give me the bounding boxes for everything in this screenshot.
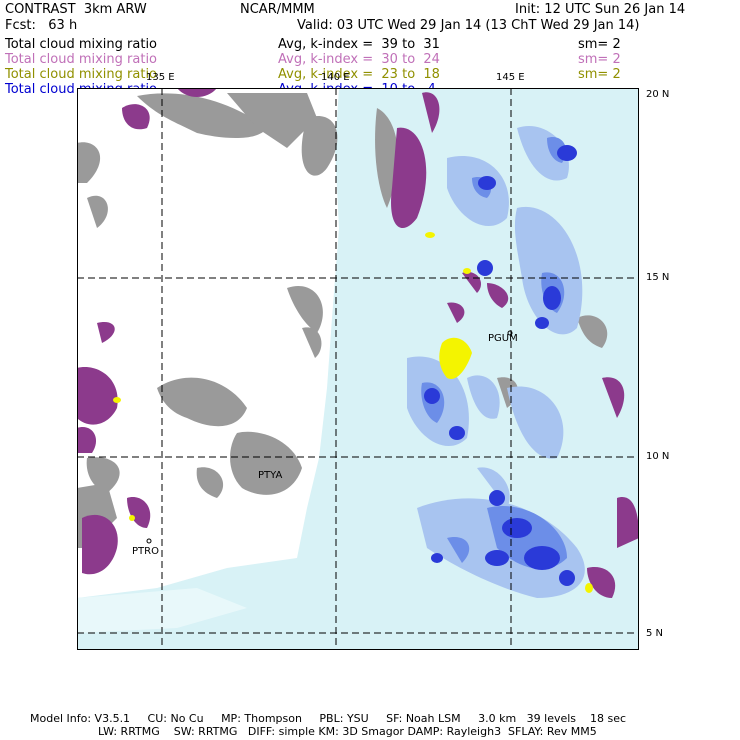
center-title: NCAR/MMM	[240, 2, 315, 17]
graticule	[77, 88, 639, 650]
lat-label-10: 10 N	[646, 451, 670, 462]
station-label-ptya: PTYA	[258, 470, 283, 481]
station-marker-ptro	[146, 538, 152, 544]
lat-label-20: 20 N	[646, 89, 670, 100]
field-2-sm: sm= 2	[578, 52, 621, 67]
model-title: CONTRAST 3km ARW	[5, 2, 147, 17]
yellow-clouds	[113, 232, 593, 593]
valid-time: Valid: 03 UTC Wed 29 Jan 14 (13 ChT Wed …	[297, 18, 640, 33]
clear-region-west	[77, 88, 339, 598]
field-1-name: Total cloud mixing ratio	[5, 37, 158, 52]
blue-dark-clouds	[424, 145, 577, 586]
gray-cloud-ptya	[230, 431, 302, 495]
station-marker-pgum	[507, 330, 513, 336]
field-2-avg: Avg, k-index = 30 to 24	[278, 52, 440, 67]
station-label-ptro: PTRO	[132, 546, 159, 557]
weather-map	[77, 88, 639, 650]
lon-label-145: 145 E	[496, 72, 525, 83]
field-3-sm: sm= 2	[578, 67, 621, 82]
purple-clouds	[77, 88, 639, 598]
gray-clouds	[77, 93, 608, 548]
station-label-pgum: PGUM	[488, 333, 518, 344]
field-1-avg: Avg, k-index = 39 to 31	[278, 37, 440, 52]
lon-label-140: 140 E	[321, 72, 350, 83]
model-info-line1: Model Info: V3.5.1 CU: No Cu MP: Thompso…	[30, 712, 627, 725]
map-border	[77, 88, 639, 650]
model-info-line2: LW: RRTMG SW: RRTMG DIFF: simple KM: 3D …	[98, 725, 597, 738]
forecast-hour: Fcst: 63 h	[5, 18, 78, 33]
field-3-name: Total cloud mixing ratio	[5, 67, 158, 82]
field-2-name: Total cloud mixing ratio	[5, 52, 158, 67]
field-3-avg: Avg, k-index = 23 to 18	[278, 67, 440, 82]
lat-label-15: 15 N	[646, 272, 670, 283]
lon-label-135: 135 E	[146, 72, 175, 83]
field-1-sm: sm= 2	[578, 37, 621, 52]
init-time: Init: 12 UTC Sun 26 Jan 14	[515, 2, 686, 17]
lat-label-5: 5 N	[646, 628, 664, 639]
